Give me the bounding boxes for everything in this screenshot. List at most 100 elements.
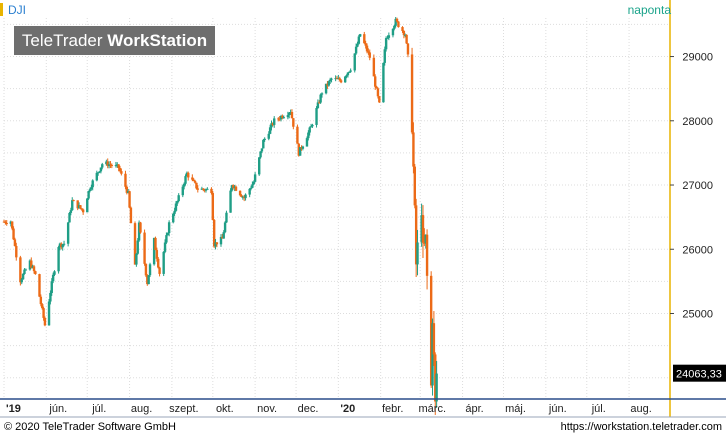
candle-body [95, 172, 99, 181]
candle-body [166, 233, 169, 236]
candle-body [290, 112, 294, 119]
candle-body [375, 86, 378, 89]
candle-body [60, 243, 63, 248]
candle-body [273, 118, 276, 125]
candle-body [47, 301, 51, 326]
candle-body [210, 188, 213, 194]
candle-body [395, 18, 399, 22]
candle-body [386, 37, 389, 39]
candle-body [282, 117, 285, 119]
candle-body [21, 273, 25, 280]
candle-body [413, 166, 416, 206]
candle-body [238, 190, 242, 196]
candle-body [262, 140, 265, 149]
candle-body [286, 115, 290, 118]
candle-body [346, 72, 350, 76]
candle-body [363, 34, 366, 44]
candle-body [406, 43, 410, 55]
candle-body [339, 80, 343, 83]
candle-body [425, 234, 429, 276]
candle-body [259, 151, 262, 158]
symbol-label: DJI [8, 3, 26, 17]
candle-body [30, 260, 33, 268]
candle-body [281, 115, 284, 119]
candle-body [354, 46, 358, 54]
candle-body [234, 186, 238, 191]
candlestick-series [2, 17, 438, 415]
candle-body [311, 124, 314, 127]
candle-body [297, 143, 300, 156]
logo-brand-bold: WorkStation [107, 31, 208, 50]
candle-body [367, 51, 370, 53]
candle-body [374, 76, 377, 87]
candle-body [12, 228, 15, 240]
grid-lines [3, 18, 670, 397]
candle-body [71, 200, 74, 211]
y-tick-label: 29000 [682, 52, 713, 64]
candle-body [86, 198, 89, 213]
candle-body [200, 188, 204, 190]
candle-body [432, 323, 436, 355]
candle-body [68, 212, 71, 223]
candle-body [2, 221, 6, 223]
candle-body [88, 189, 92, 191]
candle-body [223, 222, 227, 233]
last-value-box [673, 364, 726, 382]
candle-body [402, 30, 406, 36]
candle-body [404, 34, 407, 36]
x-tick-label: szept. [169, 403, 198, 415]
candle-body [212, 220, 216, 247]
candle-body [158, 267, 161, 274]
candle-body [206, 188, 209, 190]
candle-body [414, 205, 418, 265]
candle-body [401, 27, 404, 31]
candle-body [191, 177, 194, 180]
y-tick-label: 26000 [682, 244, 713, 256]
y-tick-label: 25000 [682, 308, 713, 320]
candle-body [195, 182, 198, 189]
candle-body [19, 257, 22, 283]
candle-body [154, 237, 157, 251]
candle-body [133, 223, 137, 265]
candle-body [383, 49, 386, 63]
candle-body [288, 112, 291, 116]
candle-body [91, 180, 94, 188]
x-tick-label: jún. [48, 403, 67, 415]
candle-body [184, 176, 187, 184]
candle-body [32, 266, 36, 272]
candle-body [335, 78, 339, 80]
candle-body [43, 317, 47, 326]
candle-body [435, 373, 438, 402]
candle-body [252, 181, 255, 185]
candle-body [9, 221, 13, 224]
period-label[interactable]: naponta [627, 3, 671, 17]
candle-body [109, 164, 112, 166]
candle-body [193, 180, 197, 183]
x-tick-label: dec. [298, 403, 319, 415]
website-link[interactable]: https://workstation.teletrader.com [560, 421, 722, 433]
candle-body [337, 78, 340, 80]
candle-body [327, 81, 331, 86]
candle-body [410, 54, 414, 133]
candle-body [345, 75, 348, 77]
candle-body [242, 196, 246, 199]
candle-body [118, 168, 122, 172]
candle-body [434, 354, 437, 402]
candle-body [357, 36, 361, 44]
candle-body [62, 243, 66, 245]
candle-body [271, 123, 275, 125]
candle-body [152, 237, 156, 265]
candle-body [277, 118, 280, 120]
candle-body [155, 250, 159, 259]
candle-body [135, 253, 138, 265]
candle-body [421, 215, 425, 243]
candle-body [368, 52, 371, 58]
candle-body [253, 174, 257, 182]
x-tick-label: febr. [382, 403, 403, 415]
candle-body [96, 172, 100, 174]
candle-body [49, 292, 52, 302]
candle-body [376, 88, 380, 97]
candle-body [424, 234, 427, 244]
x-tick-label: máj. [505, 403, 526, 415]
